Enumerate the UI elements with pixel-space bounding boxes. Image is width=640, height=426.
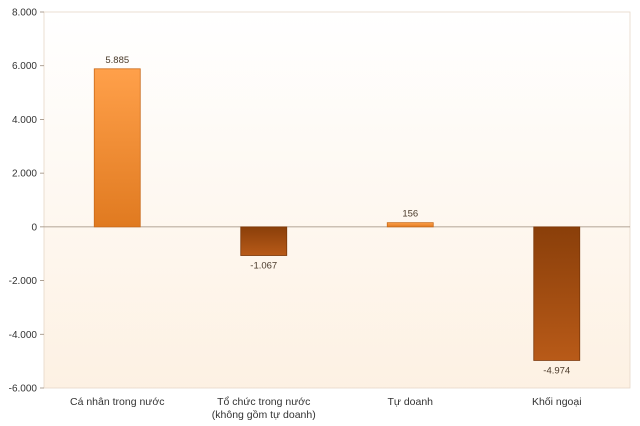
- bar: [240, 226, 288, 256]
- x-category-label: Tổ chức trong nước: [217, 396, 310, 408]
- data-label: 5.885: [105, 55, 129, 66]
- y-tick-label: 4.000: [12, 115, 37, 126]
- y-tick-label: 8.000: [12, 8, 37, 19]
- x-category-label: Tự doanh: [387, 396, 433, 408]
- plot-area: [43, 11, 631, 389]
- data-label: -1.067: [250, 261, 277, 272]
- y-tick-label: -2.000: [9, 276, 38, 287]
- bar: [533, 226, 581, 361]
- y-tick-label: 6.000: [12, 61, 37, 72]
- y-tick-label: 2.000: [12, 169, 37, 180]
- data-label: 156: [402, 209, 418, 220]
- y-tick-label: -4.000: [9, 330, 38, 341]
- x-category-label: Cá nhân trong nước: [70, 396, 164, 408]
- y-tick-label: -6.000: [9, 384, 38, 395]
- x-category-label: Khối ngoại: [532, 396, 582, 408]
- bar: [386, 222, 434, 228]
- x-category-label: (không gồm tự doanh): [212, 409, 316, 421]
- data-label: -4.974: [543, 365, 570, 376]
- y-tick-label: 0: [31, 222, 37, 233]
- bar: [93, 68, 141, 228]
